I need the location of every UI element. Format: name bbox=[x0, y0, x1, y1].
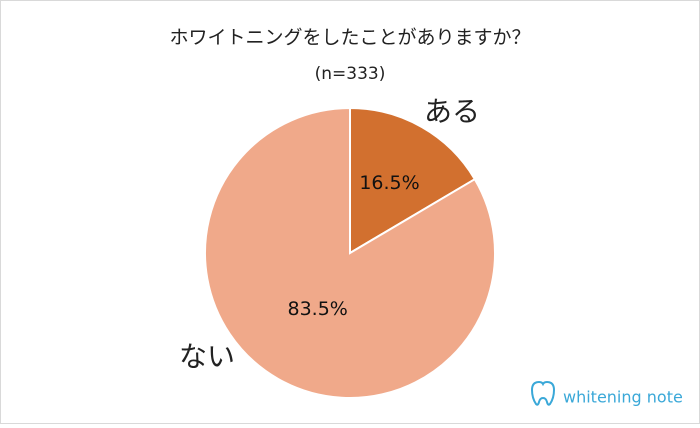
chart-title: ホワイトニングをしたことがありますか？ bbox=[169, 27, 530, 49]
data-label: 83.5% bbox=[287, 298, 347, 320]
chart-subtitle: (n=333) bbox=[315, 64, 386, 84]
data-label: 16.5% bbox=[359, 172, 419, 194]
watermark: whitening note bbox=[563, 388, 683, 407]
pie-slice bbox=[204, 106, 496, 399]
category-label: ある bbox=[424, 95, 480, 128]
pie-slice bbox=[349, 106, 477, 255]
category-label: ない bbox=[179, 340, 235, 373]
logo: whitening note bbox=[530, 380, 683, 407]
